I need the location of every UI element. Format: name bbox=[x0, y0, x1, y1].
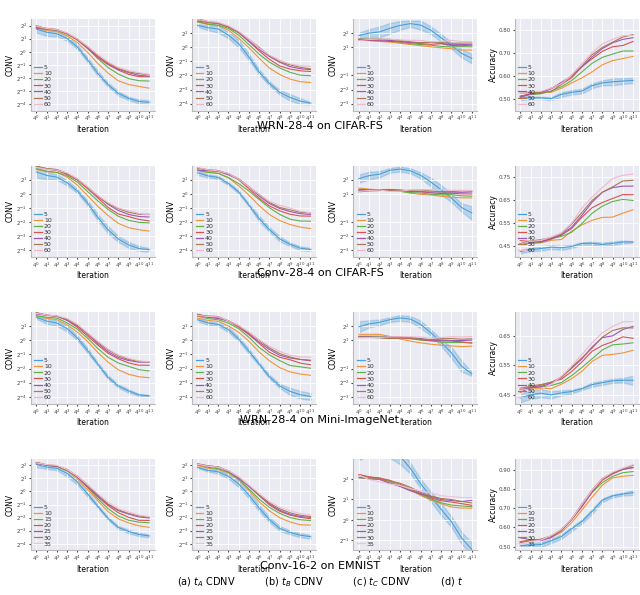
X-axis label: Iteration: Iteration bbox=[76, 271, 109, 280]
Legend: 5, 10, 15, 20, 25, 30, 35: 5, 10, 15, 20, 25, 30, 35 bbox=[34, 504, 52, 547]
Legend: 5, 10, 20, 30, 40, 50, 60: 5, 10, 20, 30, 40, 50, 60 bbox=[518, 211, 536, 254]
Y-axis label: CONV: CONV bbox=[167, 54, 176, 76]
Text: Conv-28-4 on CIFAR-FS: Conv-28-4 on CIFAR-FS bbox=[257, 268, 383, 278]
Text: (a) $t_A$ CDNV          (b) $t_B$ CDNV          (c) $t_C$ CDNV          (d) $t$: (a) $t_A$ CDNV (b) $t_B$ CDNV (c) $t_C$ … bbox=[177, 575, 463, 589]
Y-axis label: Accuracy: Accuracy bbox=[488, 340, 497, 375]
X-axis label: Iteration: Iteration bbox=[399, 565, 432, 574]
X-axis label: Iteration: Iteration bbox=[237, 565, 271, 574]
Y-axis label: CONV: CONV bbox=[167, 493, 176, 516]
X-axis label: Iteration: Iteration bbox=[76, 125, 109, 134]
X-axis label: Iteration: Iteration bbox=[560, 418, 593, 427]
Y-axis label: CONV: CONV bbox=[6, 54, 15, 76]
X-axis label: Iteration: Iteration bbox=[76, 418, 109, 427]
Legend: 5, 10, 20, 30, 40, 50, 60: 5, 10, 20, 30, 40, 50, 60 bbox=[34, 64, 52, 108]
X-axis label: Iteration: Iteration bbox=[560, 271, 593, 280]
Legend: 5, 10, 20, 30, 40, 50, 60: 5, 10, 20, 30, 40, 50, 60 bbox=[356, 211, 375, 254]
Text: WRN-28-4 on CIFAR-FS: WRN-28-4 on CIFAR-FS bbox=[257, 121, 383, 131]
Y-axis label: CONV: CONV bbox=[167, 347, 176, 369]
X-axis label: Iteration: Iteration bbox=[237, 418, 271, 427]
Legend: 5, 10, 20, 30, 40, 50, 60: 5, 10, 20, 30, 40, 50, 60 bbox=[34, 358, 52, 400]
Legend: 5, 10, 20, 30, 40, 50, 60: 5, 10, 20, 30, 40, 50, 60 bbox=[195, 211, 214, 254]
Legend: 5, 10, 15, 20, 25, 30, 35: 5, 10, 15, 20, 25, 30, 35 bbox=[518, 504, 536, 547]
X-axis label: Iteration: Iteration bbox=[560, 565, 593, 574]
Legend: 5, 10, 20, 30, 40, 50, 60: 5, 10, 20, 30, 40, 50, 60 bbox=[518, 64, 536, 108]
X-axis label: Iteration: Iteration bbox=[399, 271, 432, 280]
Legend: 5, 10, 20, 30, 40, 50, 60: 5, 10, 20, 30, 40, 50, 60 bbox=[356, 64, 375, 108]
X-axis label: Iteration: Iteration bbox=[399, 125, 432, 134]
Y-axis label: CONV: CONV bbox=[328, 54, 337, 76]
Legend: 5, 10, 20, 30, 40, 50, 60: 5, 10, 20, 30, 40, 50, 60 bbox=[34, 211, 52, 254]
Legend: 5, 10, 20, 30, 40, 50, 60: 5, 10, 20, 30, 40, 50, 60 bbox=[518, 358, 536, 400]
Y-axis label: CONV: CONV bbox=[6, 493, 15, 516]
Legend: 5, 10, 15, 20, 25, 30, 35: 5, 10, 15, 20, 25, 30, 35 bbox=[356, 504, 375, 547]
Legend: 5, 10, 15, 20, 25, 30, 35: 5, 10, 15, 20, 25, 30, 35 bbox=[195, 504, 214, 547]
Text: WRN-28-4 on Mini-ImageNet: WRN-28-4 on Mini-ImageNet bbox=[241, 415, 399, 424]
Legend: 5, 10, 20, 30, 40, 50, 60: 5, 10, 20, 30, 40, 50, 60 bbox=[356, 358, 375, 400]
Text: Conv-16-2 on EMNIST: Conv-16-2 on EMNIST bbox=[260, 561, 380, 571]
Y-axis label: CONV: CONV bbox=[6, 201, 15, 223]
Y-axis label: CONV: CONV bbox=[328, 493, 337, 516]
Y-axis label: Accuracy: Accuracy bbox=[488, 487, 497, 522]
X-axis label: Iteration: Iteration bbox=[399, 418, 432, 427]
Y-axis label: CONV: CONV bbox=[167, 201, 176, 223]
Legend: 5, 10, 20, 30, 40, 50, 60: 5, 10, 20, 30, 40, 50, 60 bbox=[195, 64, 214, 108]
Y-axis label: Accuracy: Accuracy bbox=[488, 194, 497, 229]
X-axis label: Iteration: Iteration bbox=[560, 125, 593, 134]
X-axis label: Iteration: Iteration bbox=[237, 271, 271, 280]
Y-axis label: Accuracy: Accuracy bbox=[488, 48, 497, 82]
X-axis label: Iteration: Iteration bbox=[237, 125, 271, 134]
Y-axis label: CONV: CONV bbox=[6, 347, 15, 369]
X-axis label: Iteration: Iteration bbox=[76, 565, 109, 574]
Y-axis label: CONV: CONV bbox=[328, 347, 337, 369]
Y-axis label: CONV: CONV bbox=[328, 201, 337, 223]
Legend: 5, 10, 20, 30, 40, 50, 60: 5, 10, 20, 30, 40, 50, 60 bbox=[195, 358, 214, 400]
